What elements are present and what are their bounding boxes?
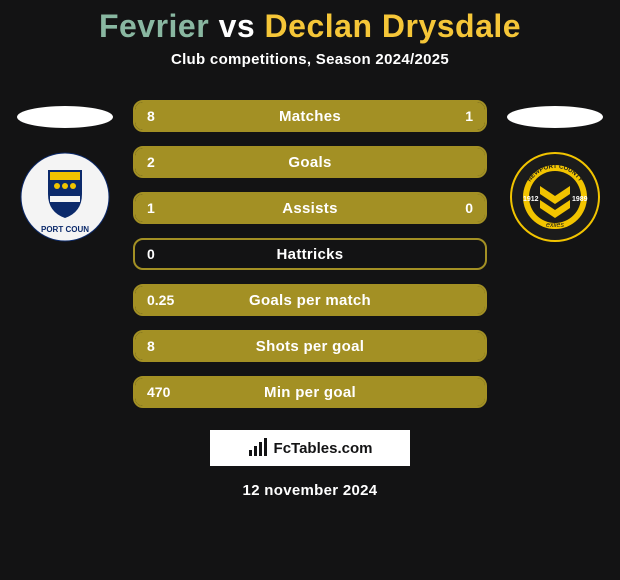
- footer-brand-text: FcTables.com: [274, 440, 373, 457]
- stat-bar: 470 Min per goal: [133, 376, 487, 408]
- stat-bar: 1 Assists 0: [133, 192, 487, 224]
- bar-value-left: 8: [147, 338, 155, 354]
- bar-value-left: 470: [147, 384, 170, 400]
- stockport-crest-icon: PORT COUN: [20, 152, 110, 242]
- svg-text:1912: 1912: [523, 196, 539, 203]
- player1-club-badge: PORT COUN: [20, 152, 110, 242]
- player2-silhouette-placeholder: [507, 106, 603, 128]
- comparison-columns: PORT COUN 8 Matches 1 2 Goals 1 Assists 0 0 Hattr…: [0, 100, 620, 408]
- stat-bar: 0 Hattricks: [133, 238, 487, 270]
- bar-value-left: 0.25: [147, 292, 174, 308]
- bar-value-left: 0: [147, 246, 155, 262]
- bar-value-left: 1: [147, 200, 155, 216]
- player1-silhouette-placeholder: [17, 106, 113, 128]
- stat-bar: 0.25 Goals per match: [133, 284, 487, 316]
- bar-label: Min per goal: [264, 384, 356, 401]
- fctables-logo: FcTables.com: [210, 430, 410, 466]
- left-side-column: PORT COUN: [15, 100, 115, 242]
- bar-value-right: 0: [465, 200, 473, 216]
- stat-bars: 8 Matches 1 2 Goals 1 Assists 0 0 Hattricks 0.25 Go…: [133, 100, 487, 408]
- right-side-column: NEWPORT COUNTY 1912 1989 exiles: [505, 100, 605, 242]
- stat-bar: 8 Shots per goal: [133, 330, 487, 362]
- stat-bar: 2 Goals: [133, 146, 487, 178]
- page-title: Fevrier vs Declan Drysdale: [0, 0, 620, 51]
- player2-name: Declan Drysdale: [265, 8, 522, 44]
- bar-value-left: 2: [147, 154, 155, 170]
- date-text: 12 november 2024: [0, 482, 620, 499]
- bar-label: Goals per match: [249, 292, 371, 309]
- player2-club-badge: NEWPORT COUNTY 1912 1989 exiles: [510, 152, 600, 242]
- bar-label: Shots per goal: [256, 338, 364, 355]
- vs-text: vs: [219, 8, 256, 44]
- bar-label: Assists: [282, 200, 337, 217]
- svg-text:1989: 1989: [572, 196, 588, 203]
- player1-name: Fevrier: [99, 8, 209, 44]
- bar-value-right: 1: [465, 108, 473, 124]
- svg-text:PORT COUN: PORT COUN: [41, 225, 89, 234]
- newport-crest-icon: NEWPORT COUNTY 1912 1989 exiles: [510, 152, 600, 242]
- bar-value-left: 8: [147, 108, 155, 124]
- bar-label: Matches: [279, 108, 341, 125]
- bars-icon: [248, 438, 268, 458]
- stat-bar: 8 Matches 1: [133, 100, 487, 132]
- bar-label: Goals: [288, 154, 331, 171]
- subtitle: Club competitions, Season 2024/2025: [0, 51, 620, 68]
- bar-label: Hattricks: [277, 246, 344, 263]
- svg-text:exiles: exiles: [546, 222, 564, 229]
